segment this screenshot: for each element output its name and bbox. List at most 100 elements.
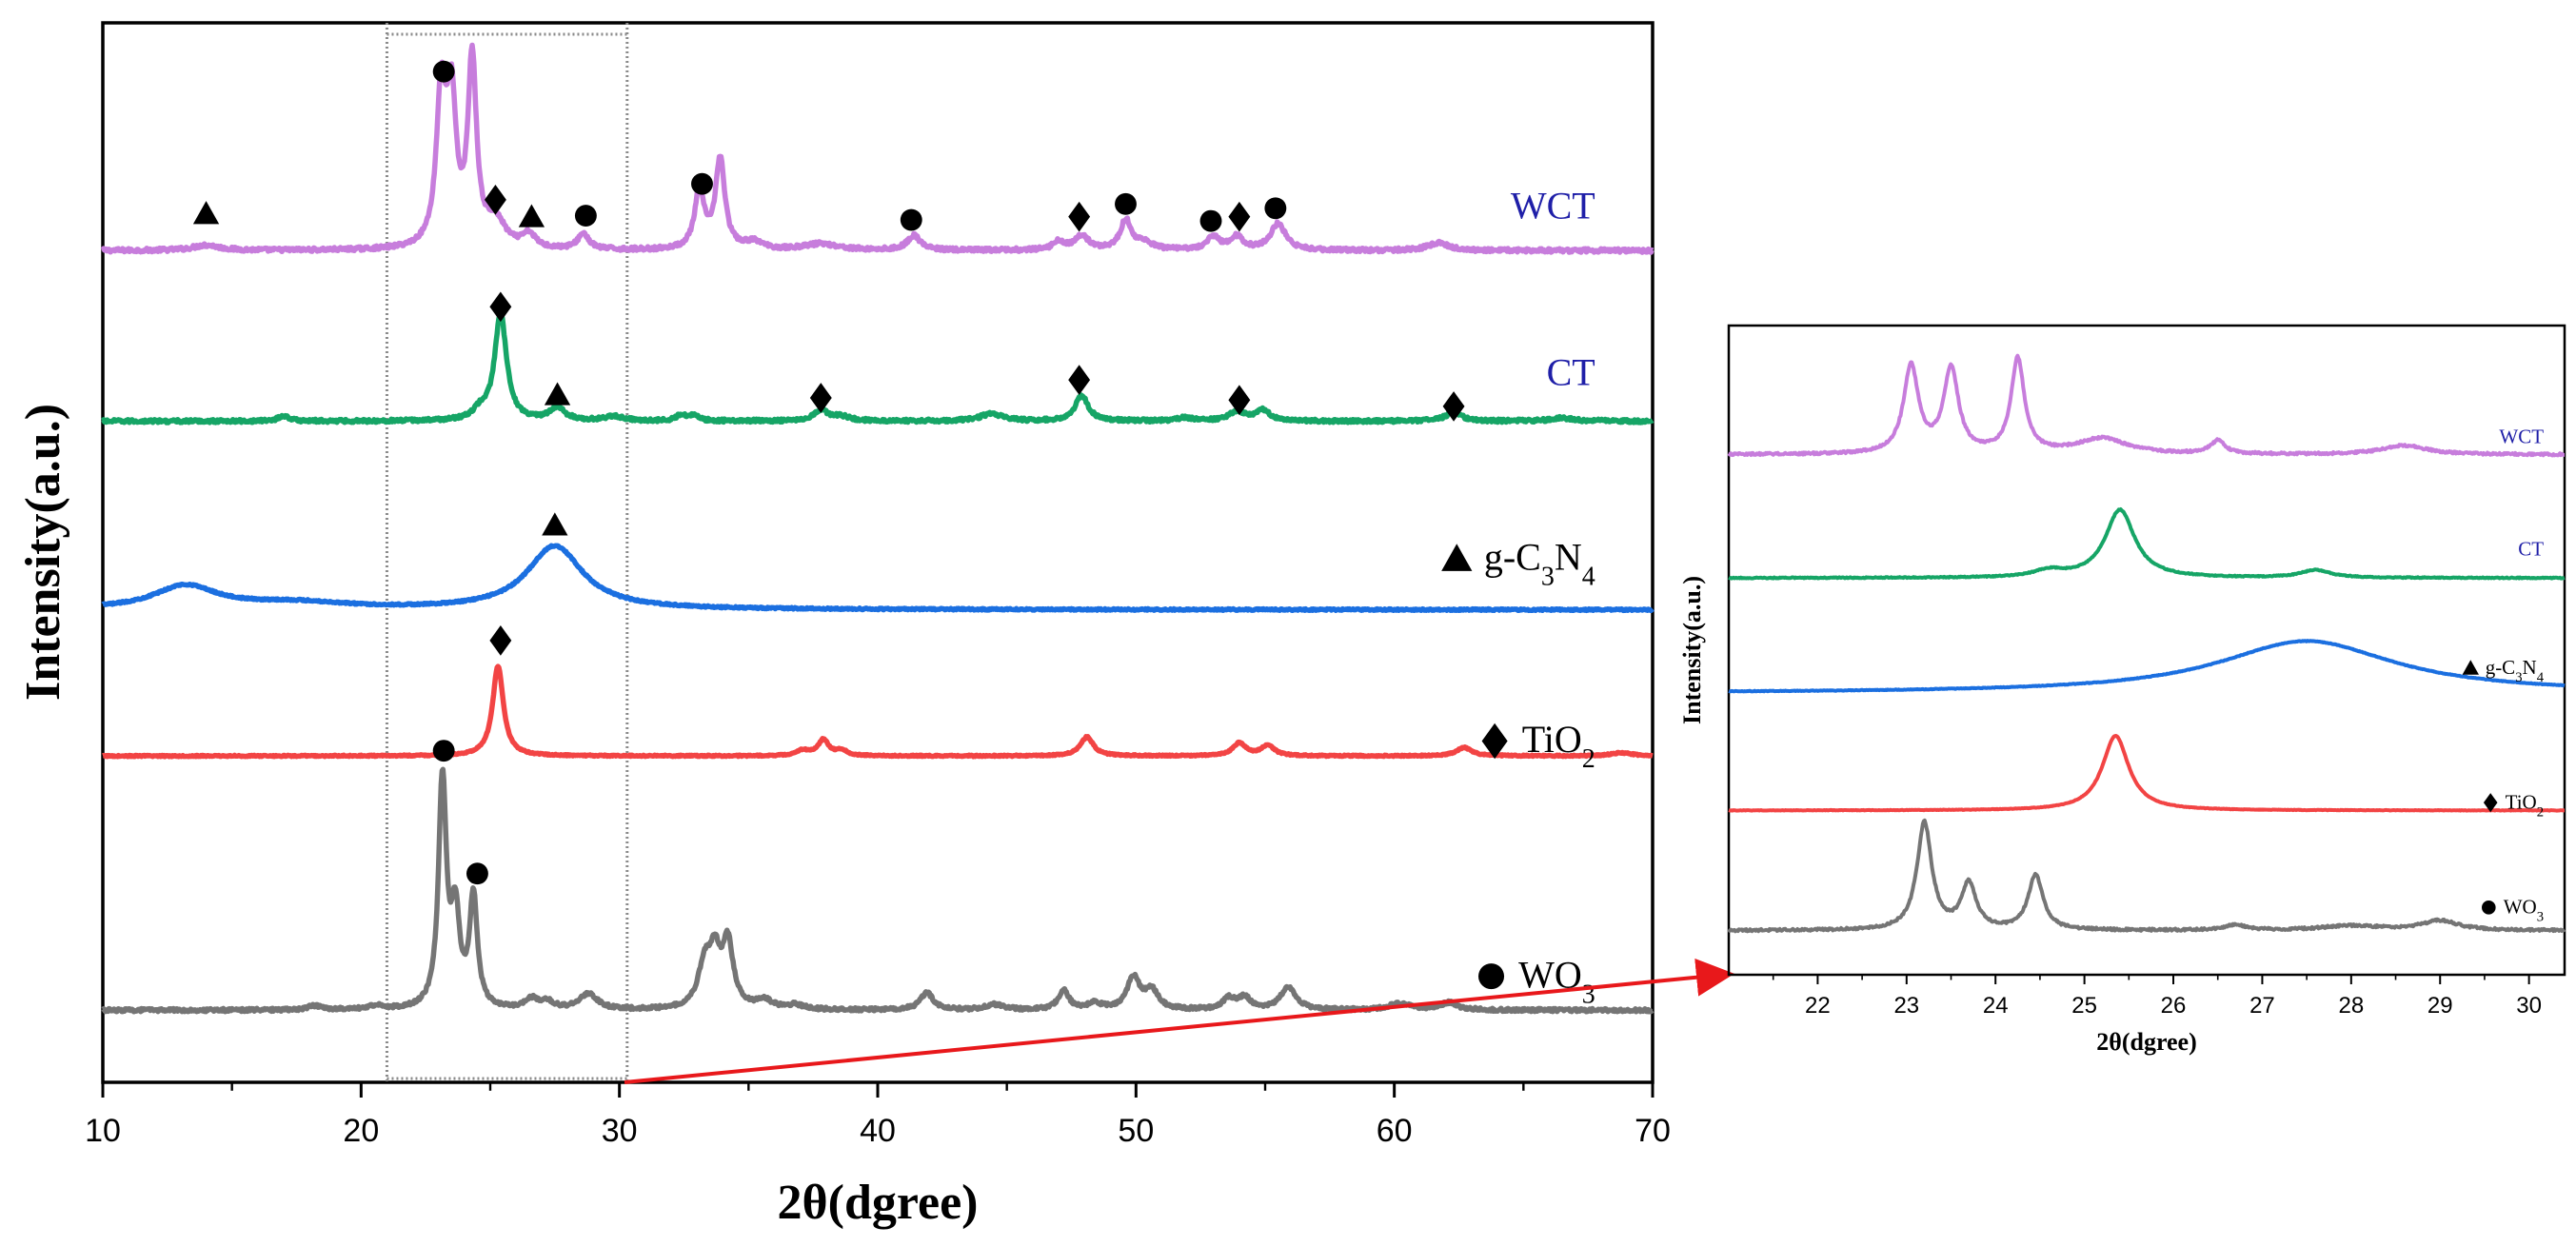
series-gcn-line bbox=[101, 543, 1655, 614]
series-tio2-line bbox=[101, 663, 1655, 760]
series-wct-line bbox=[100, 42, 1655, 255]
label-segment: CT bbox=[2518, 537, 2544, 560]
peak-marker-wct-1-circle-icon bbox=[432, 60, 455, 83]
series-label-wct: WCT bbox=[1511, 184, 1595, 227]
x-tick-label: 30 bbox=[2516, 993, 2542, 1019]
peak-marker-ct-0-diamond-icon bbox=[489, 291, 512, 323]
inset-x-axis-label: 2θ(dgree) bbox=[2096, 1028, 2197, 1056]
label-circle-icon bbox=[1478, 963, 1505, 990]
series-ct-line bbox=[100, 311, 1655, 426]
peak-marker-wct-6-circle-icon bbox=[900, 208, 922, 231]
main-series-group bbox=[100, 42, 1655, 1015]
inset-series-group bbox=[1727, 353, 2566, 934]
label-segment: CT bbox=[1547, 350, 1595, 393]
x-tick-label: 50 bbox=[1118, 1113, 1154, 1149]
x-tick-label: 29 bbox=[2427, 993, 2453, 1019]
label-segment: g-C bbox=[2486, 656, 2516, 679]
series-label-ct: CT bbox=[1547, 350, 1595, 393]
x-tick-label: 30 bbox=[602, 1113, 638, 1149]
main-x-axis: 10 20 30 40 50 60 70 bbox=[85, 1082, 1671, 1149]
peak-marker-wct-10-diamond-icon bbox=[1228, 201, 1251, 232]
series-label-tio2-text: TiO2 bbox=[2506, 790, 2544, 820]
series-label-wo3-text: WO3 bbox=[2504, 896, 2544, 925]
peak-marker-wo3-0-circle-icon bbox=[432, 740, 455, 762]
series-label-tio2: TiO2 bbox=[2483, 790, 2544, 820]
peak-marker-wct-8-circle-icon bbox=[1115, 192, 1137, 215]
label-subscript: 3 bbox=[1582, 980, 1595, 1009]
series-label-wo3: WO3 bbox=[2482, 896, 2544, 925]
peak-marker-ct-2-diamond-icon bbox=[809, 383, 832, 413]
series-label-wct: WCT bbox=[2499, 426, 2544, 448]
peak-marker-wct-3-triangle-icon bbox=[518, 204, 545, 228]
peak-marker-wct-7-diamond-icon bbox=[1068, 201, 1091, 232]
x-tick-label: 40 bbox=[860, 1113, 896, 1149]
series-label-wo3: WO3 bbox=[1478, 953, 1595, 1009]
highlight-region bbox=[385, 23, 629, 1082]
series-label-ct-text: CT bbox=[1547, 350, 1595, 393]
inset-y-axis-label: Intensity(a.u.) bbox=[1678, 576, 1706, 724]
series-ct-line bbox=[1728, 507, 2566, 581]
label-diamond-icon bbox=[1481, 722, 1508, 760]
peak-marker-wct-11-circle-icon bbox=[1264, 197, 1287, 220]
peak-marker-ct-3-diamond-icon bbox=[1068, 365, 1091, 395]
label-subscript: 4 bbox=[1582, 562, 1595, 591]
label-segment: WO bbox=[2504, 896, 2537, 919]
peak-marker-ct-5-diamond-icon bbox=[1442, 391, 1465, 422]
series-label-wo3-text: WO3 bbox=[1518, 953, 1595, 1009]
label-subscript: 3 bbox=[2537, 910, 2544, 925]
peak-marker-wo3-1-circle-icon bbox=[466, 862, 488, 885]
series-wo3-line bbox=[101, 766, 1655, 1015]
series-label-gcn: g-C3N4 bbox=[1441, 536, 1595, 592]
label-triangle-icon bbox=[2462, 660, 2479, 675]
label-subscript: 2 bbox=[2537, 804, 2544, 820]
series-label-gcn: g-C3N4 bbox=[2462, 656, 2545, 685]
label-diamond-icon bbox=[2483, 793, 2498, 813]
series-label-wct-text: WCT bbox=[1511, 184, 1595, 227]
x-tick-label: 23 bbox=[1893, 993, 1919, 1019]
peak-marker-ct-4-diamond-icon bbox=[1228, 385, 1251, 416]
series-gcn-line bbox=[1728, 639, 2566, 694]
zoom-connector-arrow bbox=[624, 958, 1734, 1084]
x-tick-label: 25 bbox=[2071, 993, 2097, 1019]
series-wct-line bbox=[1727, 353, 2566, 458]
peak-marker-ct-1-triangle-icon bbox=[544, 382, 571, 406]
main-plot-frame bbox=[101, 21, 1655, 1084]
peak-marker-wct-4-circle-icon bbox=[574, 205, 597, 228]
x-tick-label: 60 bbox=[1377, 1113, 1413, 1149]
inset-plot-frame bbox=[1727, 324, 2566, 977]
label-subscript: 4 bbox=[2537, 670, 2545, 685]
label-segment: WCT bbox=[1511, 184, 1595, 227]
series-tio2-line bbox=[1728, 734, 2566, 813]
series-label-tio2: TiO2 bbox=[1481, 718, 1595, 774]
peak-marker-wct-5-circle-icon bbox=[691, 172, 713, 195]
peak-marker-wct-9-circle-icon bbox=[1199, 209, 1222, 232]
series-label-wct-text: WCT bbox=[2499, 426, 2544, 448]
series-wo3-line bbox=[1727, 818, 2566, 934]
label-segment: TiO bbox=[2506, 790, 2537, 813]
x-tick-label: 26 bbox=[2161, 993, 2187, 1019]
label-segment: N bbox=[2523, 656, 2537, 679]
series-label-gcn-text: g-C3N4 bbox=[1484, 536, 1595, 592]
label-segment: TiO bbox=[1522, 718, 1582, 761]
series-label-ct-text: CT bbox=[2518, 537, 2544, 560]
main-y-axis-label: Intensity(a.u.) bbox=[16, 404, 70, 701]
x-tick-label: 27 bbox=[2249, 993, 2275, 1019]
peak-marker-tio2-0-diamond-icon bbox=[489, 625, 512, 656]
series-label-tio2-text: TiO2 bbox=[1522, 718, 1595, 774]
label-segment: g-C bbox=[1484, 536, 1541, 579]
series-label-ct: CT bbox=[2518, 537, 2544, 560]
main-x-axis-label: 2θ(dgree) bbox=[778, 1176, 979, 1230]
label-segment: N bbox=[1555, 536, 1582, 579]
x-tick-label: 24 bbox=[1983, 993, 2009, 1019]
peak-marker-wct-0-triangle-icon bbox=[192, 201, 220, 225]
label-subscript: 3 bbox=[1541, 562, 1555, 591]
x-tick-label: 22 bbox=[1805, 993, 1831, 1019]
peak-marker-wct-2-diamond-icon bbox=[484, 185, 506, 215]
label-subscript: 2 bbox=[1582, 744, 1595, 774]
inset-x-axis: 22 23 24 25 26 27 28 29 30 bbox=[1772, 975, 2542, 1019]
